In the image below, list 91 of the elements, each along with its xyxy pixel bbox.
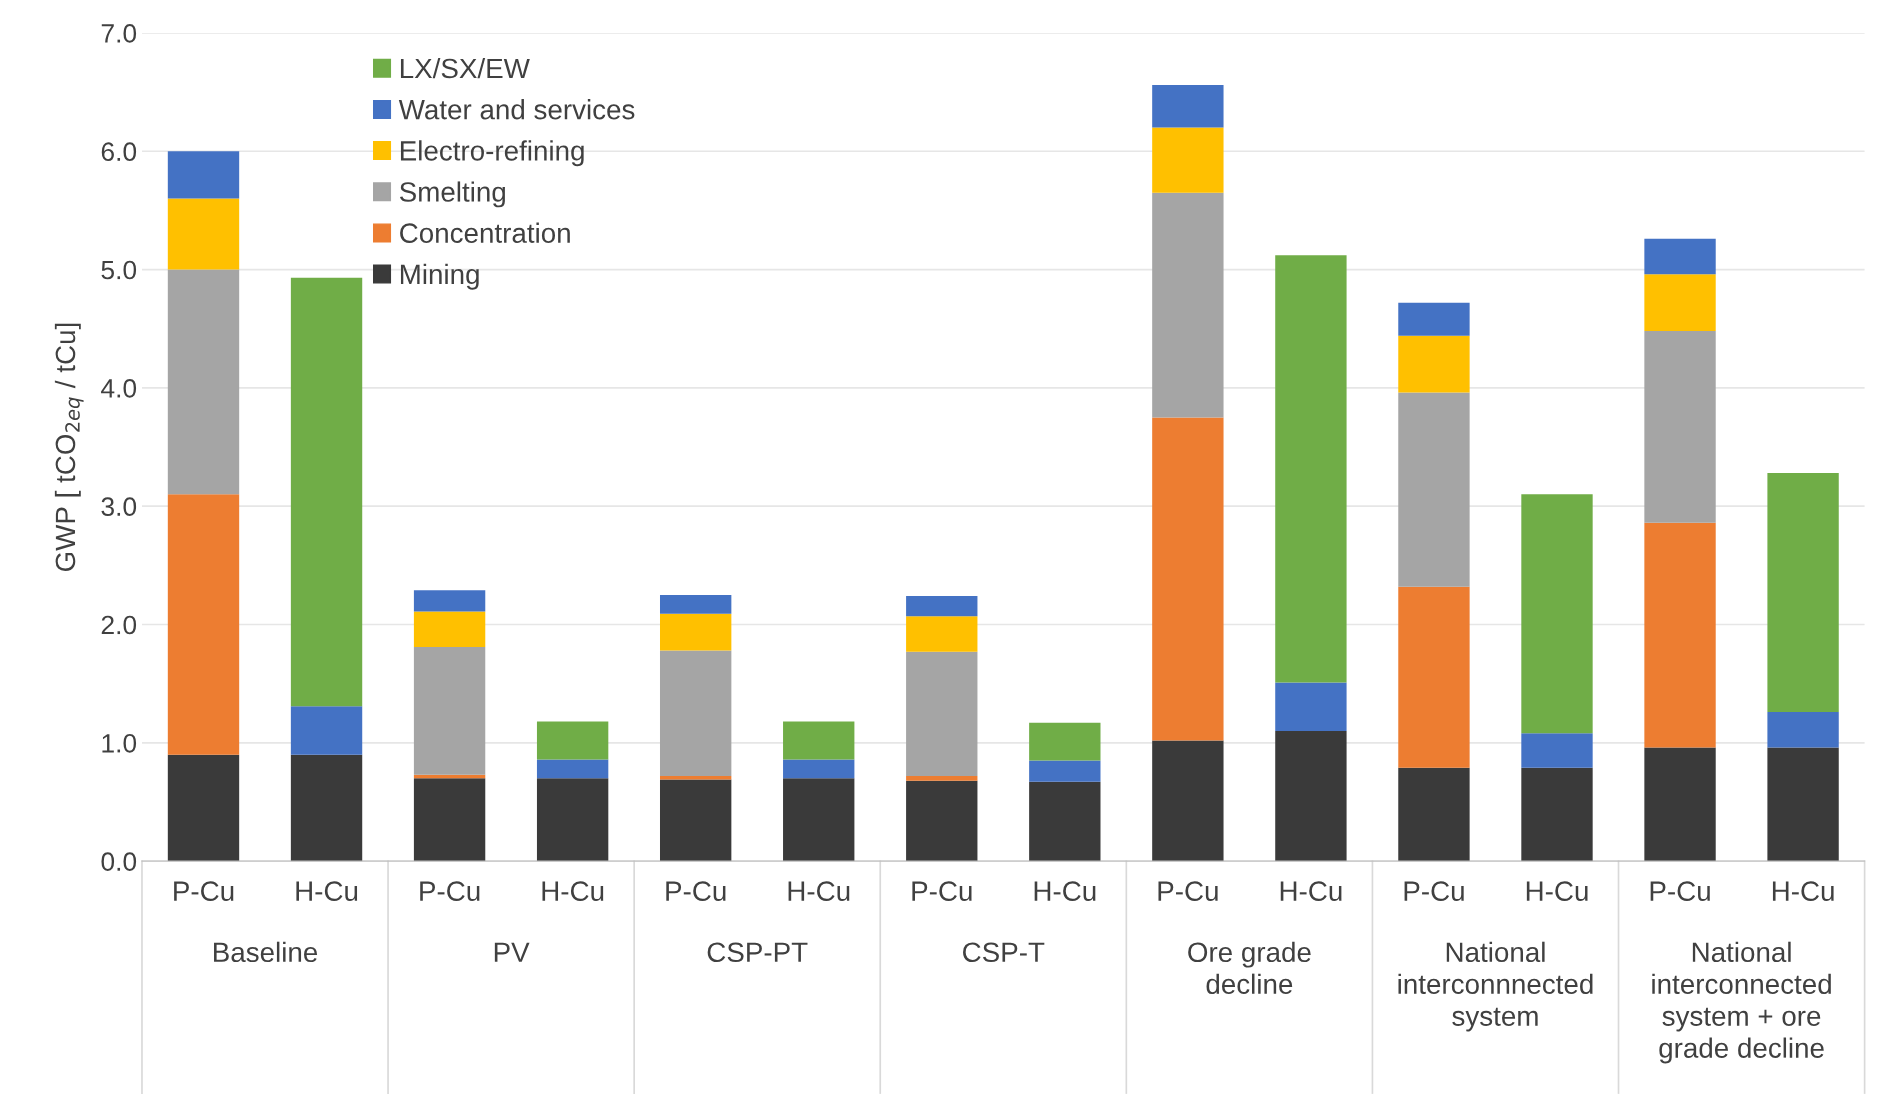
bar	[413, 778, 486, 862]
bar	[1644, 331, 1716, 523]
bar	[659, 775, 732, 780]
bar	[783, 759, 855, 779]
x-tick-label: P-Cu	[912, 881, 972, 901]
bar	[1398, 335, 1470, 393]
bar	[906, 775, 978, 781]
bar	[536, 778, 609, 862]
bar	[659, 613, 732, 651]
bar	[1644, 522, 1716, 748]
bar	[906, 780, 978, 862]
x-tick-label: P-Cu	[1404, 881, 1464, 901]
y-tick-label: 5.0	[101, 260, 137, 280]
bar	[1398, 392, 1470, 587]
text: National interconnected system + ore grade decline	[1652, 941, 1831, 1064]
bar	[1521, 767, 1593, 862]
x-tick-label: H-Cu	[1526, 881, 1588, 901]
bar	[1767, 473, 1839, 713]
bar	[1644, 238, 1716, 275]
x-tick-label: H-Cu	[1034, 881, 1096, 901]
bar	[1152, 127, 1224, 193]
x-tick-label: H-Cu	[1772, 881, 1834, 901]
bar	[659, 779, 732, 862]
bar	[1521, 494, 1593, 734]
bar	[1398, 767, 1470, 862]
legend-label: LX/SX/EW	[400, 57, 530, 79]
bar	[783, 721, 855, 760]
text: CSP-PT	[707, 942, 808, 963]
bar	[783, 778, 855, 862]
bar	[1398, 302, 1470, 336]
x-tick-label: P-Cu	[1650, 881, 1710, 901]
bar	[1029, 722, 1101, 761]
legend-label: Water and services	[398, 99, 635, 120]
x-tick-label: P-Cu	[420, 881, 480, 901]
legend-label: Concentration	[400, 222, 570, 243]
bar	[1152, 192, 1224, 418]
bar	[536, 759, 609, 779]
legend-label: Electro-refining	[400, 140, 584, 167]
y-tick-label: 6.0	[101, 142, 137, 162]
y-axis-title: GWP [ tCO$_{2eq}$ / tCu]	[54, 323, 84, 572]
bar	[1152, 417, 1224, 741]
bar	[167, 269, 240, 495]
y-tick-label: 4.0	[101, 379, 137, 398]
bar	[290, 277, 363, 707]
bar	[536, 721, 609, 760]
text: PV	[494, 942, 530, 962]
bar	[659, 650, 732, 776]
bar	[290, 754, 363, 862]
bar	[1152, 740, 1224, 862]
text: Ore grade decline	[1188, 941, 1311, 995]
bar	[1152, 84, 1224, 128]
bar	[1275, 255, 1347, 683]
text: CSP-T	[963, 942, 1045, 963]
bar	[413, 590, 486, 612]
bar	[1029, 781, 1101, 862]
bar	[906, 651, 978, 776]
bar	[1767, 712, 1839, 748]
bar	[413, 611, 486, 647]
bar	[1644, 747, 1716, 862]
bar	[167, 151, 240, 199]
y-tick-label: 7.0	[101, 24, 137, 43]
bar	[167, 754, 240, 862]
bar	[167, 198, 240, 270]
bar	[1275, 682, 1347, 731]
x-tick-label: P-Cu	[174, 881, 234, 901]
bar	[1275, 730, 1347, 862]
bar	[1644, 274, 1716, 332]
bar	[1029, 760, 1101, 782]
legend-label: Smelting	[399, 181, 505, 208]
bar	[659, 594, 732, 614]
bar	[290, 706, 363, 755]
bar	[1521, 733, 1593, 768]
x-tick-label: H-Cu	[296, 881, 358, 901]
x-tick-label: H-Cu	[542, 881, 604, 901]
legend-label: Mining	[400, 263, 479, 290]
text: Baseline	[214, 941, 318, 963]
bar	[1767, 747, 1839, 862]
y-tick-label: 2.0	[101, 615, 137, 635]
y-tick-label: 1.0	[102, 733, 137, 753]
text: National interconnnected system	[1398, 941, 1593, 1032]
y-tick-label: 0.0	[101, 852, 137, 871]
bar	[906, 596, 978, 617]
bar	[906, 616, 978, 652]
x-tick-label: P-Cu	[1158, 881, 1218, 901]
bar	[413, 646, 486, 775]
x-tick-label: H-Cu	[1280, 881, 1342, 901]
y-tick-label: 3.0	[101, 497, 137, 517]
bar	[167, 494, 240, 755]
bar	[1398, 586, 1470, 768]
x-tick-label: H-Cu	[788, 881, 850, 901]
x-tick-label: P-Cu	[666, 881, 726, 901]
